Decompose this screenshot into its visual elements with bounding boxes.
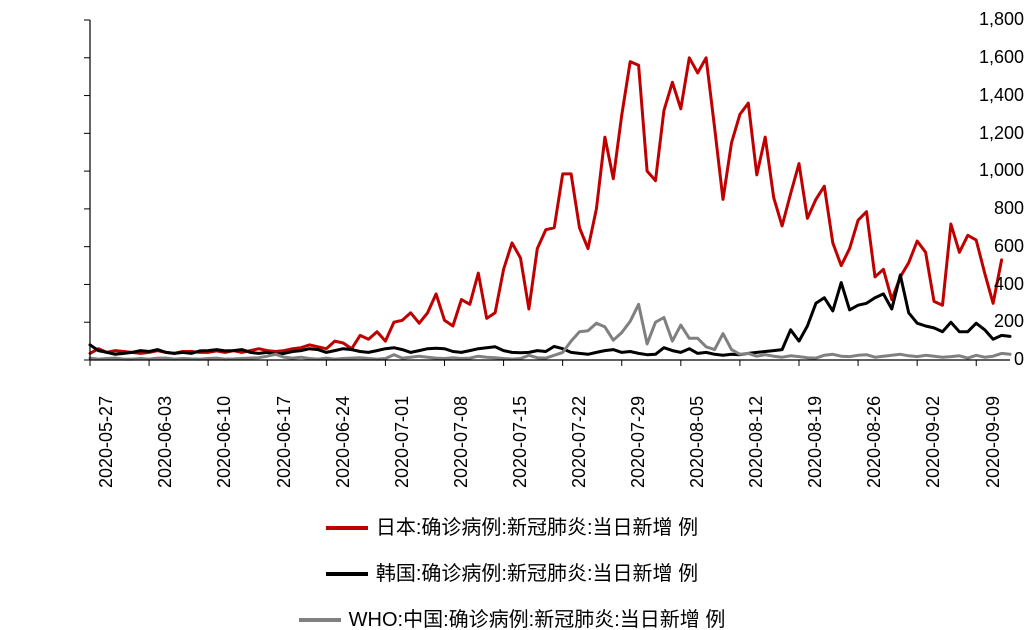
xtick-label: 2020-09-09 [983,396,1004,488]
ytick-label: 1,200 [946,123,1024,144]
xtick-label: 2020-07-22 [569,396,590,488]
legend-row-korea: 韩国:确诊病例:新冠肺炎:当日新增 例 [0,551,1024,597]
ytick-label: 1,000 [946,160,1024,181]
ytick-label: 0 [946,349,1024,370]
ytick-label: 1,600 [946,47,1024,68]
xtick-label: 2020-09-02 [923,396,944,488]
xtick-label: 2020-08-12 [746,396,767,488]
xtick-label: 2020-07-15 [510,396,531,488]
series-line-korea [90,275,1010,355]
legend: 日本:确诊病例:新冠肺炎:当日新增 例韩国:确诊病例:新冠肺炎:当日新增 例 WH… [0,505,1024,630]
ytick-label: 800 [946,198,1024,219]
xtick-label: 2020-06-10 [214,396,235,488]
xtick-label: 2020-07-01 [392,396,413,488]
xtick-label: 2020-08-19 [805,396,826,488]
legend-text: 韩国:确诊病例:新冠肺炎:当日新增 例 [376,555,698,593]
ytick-label: 600 [946,236,1024,257]
xtick-label: 2020-08-26 [864,396,885,488]
series-line-japan [90,58,1002,354]
legend-text: WHO:中国:确诊病例:新冠肺炎:当日新增 例 [349,601,726,630]
line-chart: 0 200 400 600 800 1,000 1,200 1,400 1,600 1,800 2… [0,0,1024,630]
ytick-label: 1,800 [946,9,1024,30]
ytick-label: 1,400 [946,85,1024,106]
legend-swatch [326,526,368,530]
xtick-label: 2020-06-24 [333,396,354,488]
xtick-label: 2020-05-27 [96,396,117,488]
legend-row-japan: 日本:确诊病例:新冠肺炎:当日新增 例 [0,505,1024,551]
ytick-label: 200 [946,311,1024,332]
xtick-label: 2020-07-08 [451,396,472,488]
xtick-label: 2020-08-05 [687,396,708,488]
legend-row-who_china: WHO:中国:确诊病例:新冠肺炎:当日新增 例 [0,597,1024,630]
xtick-label: 2020-06-03 [155,396,176,488]
legend-swatch [326,572,368,576]
legend-text: 日本:确诊病例:新冠肺炎:当日新增 例 [376,509,698,547]
xtick-label: 2020-07-29 [628,396,649,488]
xtick-label: 2020-06-17 [274,396,295,488]
legend-swatch [299,618,341,622]
ytick-label: 400 [946,274,1024,295]
